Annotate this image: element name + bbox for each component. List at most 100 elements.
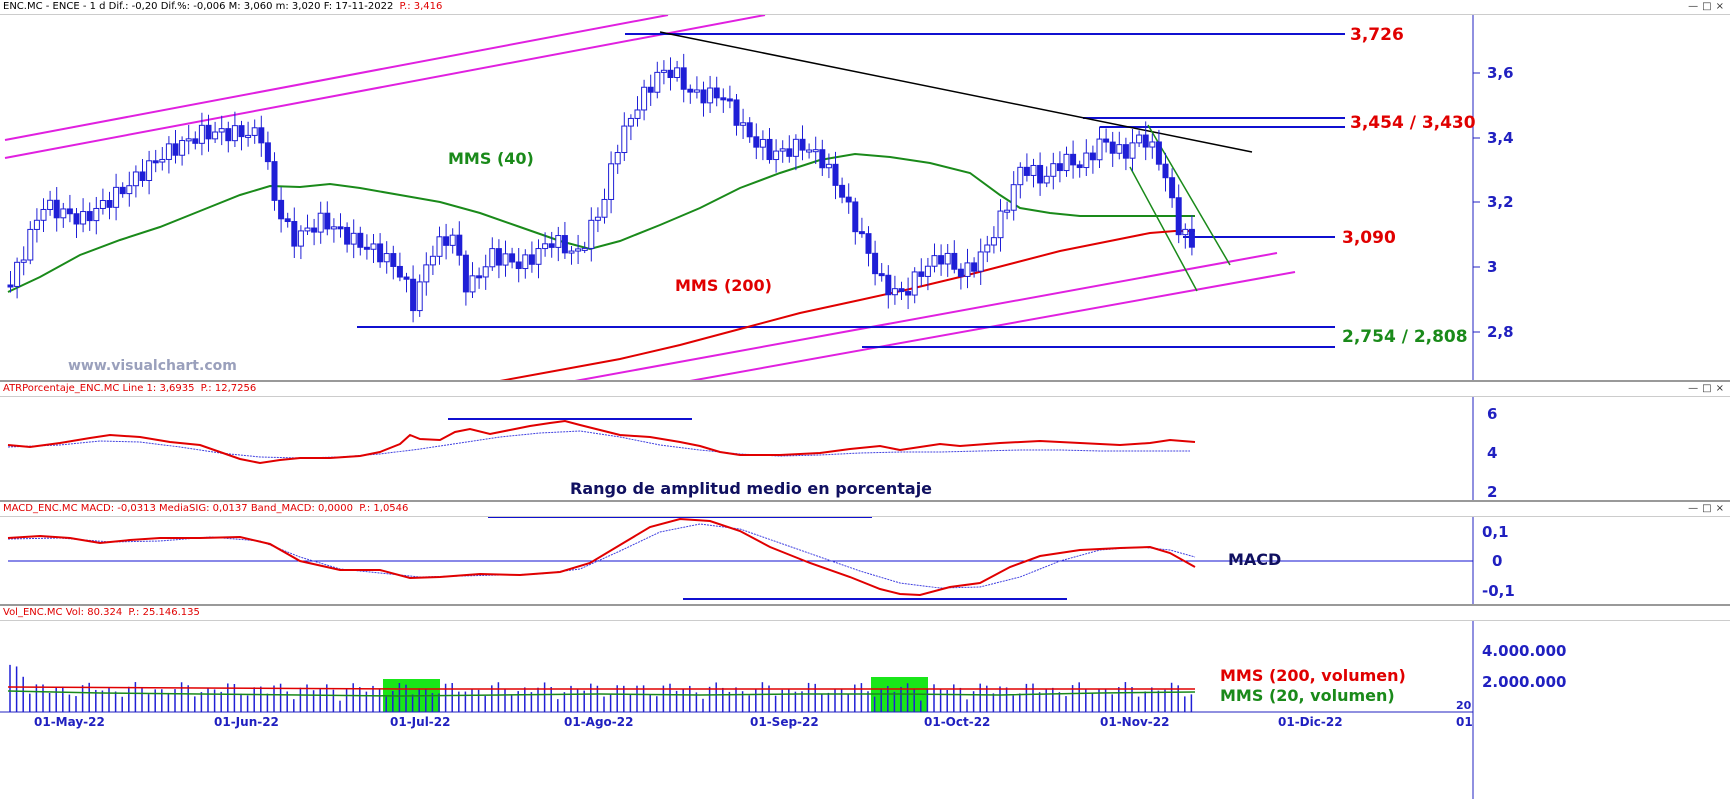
candle-body bbox=[1142, 134, 1149, 148]
candle-body bbox=[377, 243, 384, 263]
label-2754: 2,754 / 2,808 bbox=[1342, 327, 1468, 347]
macd-line bbox=[7, 517, 1196, 597]
x-label-may: 01-May-22 bbox=[34, 715, 105, 729]
price-y-ticks: 3,6 3,4 3,2 3 2,8 bbox=[1487, 64, 1514, 341]
candle-body bbox=[515, 261, 522, 270]
candle-body bbox=[726, 98, 733, 102]
candle-body bbox=[291, 221, 298, 247]
volume-chart[interactable]: 4.000.000 2.000.000 MMS (200, volumen) M… bbox=[0, 621, 1730, 799]
candle-body bbox=[205, 124, 212, 140]
candle-body bbox=[548, 243, 555, 248]
label-3454: 3,454 / 3,430 bbox=[1350, 113, 1476, 133]
candle-body bbox=[80, 211, 87, 225]
restore-icon[interactable]: □ bbox=[1702, 503, 1712, 514]
candle-body bbox=[179, 140, 186, 156]
candle-body bbox=[251, 127, 258, 136]
candle-body bbox=[212, 131, 219, 140]
candle-body bbox=[1089, 152, 1096, 161]
candle-body bbox=[443, 236, 450, 246]
candle-body bbox=[957, 268, 964, 277]
candle-body bbox=[865, 233, 872, 254]
macd-tick-m01: -0,1 bbox=[1482, 582, 1515, 600]
candle-body bbox=[1070, 153, 1077, 166]
price-window-buttons: — □ × bbox=[1686, 0, 1726, 13]
candle-body bbox=[1122, 144, 1129, 159]
candle-body bbox=[337, 226, 344, 230]
price-chart[interactable]: 3,6 3,4 3,2 3 2,8 MMS (40) MMS (200) 3,7… bbox=[0, 15, 1730, 381]
candle-body bbox=[931, 255, 938, 267]
label-3090: 3,090 bbox=[1342, 228, 1396, 248]
candle-body bbox=[720, 97, 727, 101]
candle-body bbox=[522, 254, 529, 270]
candle-body bbox=[634, 109, 641, 119]
price-header-text: ENC.MC - ENCE - 1 d Dif.: -0,20 Dif.%: -… bbox=[3, 1, 394, 12]
candle-body bbox=[390, 253, 397, 267]
candle-body bbox=[1030, 164, 1037, 176]
candle-body bbox=[1023, 166, 1030, 176]
candle-body bbox=[654, 71, 661, 93]
candle-body bbox=[304, 227, 311, 232]
volume-header-text: Vol_ENC.MC Vol: 80.324 bbox=[3, 607, 123, 618]
macd-window-buttons: — □ × bbox=[1686, 502, 1726, 515]
candle-body bbox=[1169, 177, 1176, 199]
candle-body bbox=[905, 291, 912, 296]
minimize-icon[interactable]: — bbox=[1688, 383, 1699, 394]
candle-body bbox=[1083, 152, 1090, 169]
close-icon[interactable]: × bbox=[1715, 1, 1724, 12]
candle-body bbox=[469, 275, 476, 293]
candle-body bbox=[878, 273, 885, 277]
price-header-p: P.: 3,416 bbox=[399, 1, 443, 12]
restore-icon[interactable]: □ bbox=[1702, 1, 1712, 12]
candle-body bbox=[502, 253, 509, 266]
atr-chart[interactable]: 6 4 2 Rango de amplitud medio en porcent… bbox=[0, 397, 1730, 500]
support-resistance-lines bbox=[357, 33, 1345, 348]
candle-body bbox=[872, 252, 879, 275]
minimize-icon[interactable]: — bbox=[1688, 1, 1699, 12]
candle-body bbox=[687, 88, 694, 93]
candle-body bbox=[1136, 134, 1143, 144]
candle-body bbox=[113, 186, 120, 208]
candle-body bbox=[733, 99, 740, 126]
x-label-next: 01 bbox=[1456, 715, 1473, 729]
candle-body bbox=[14, 261, 21, 287]
candle-body bbox=[60, 208, 67, 219]
candle-body bbox=[370, 243, 377, 250]
label-3726: 3,726 bbox=[1350, 25, 1404, 45]
candle-body bbox=[509, 253, 516, 263]
close-icon[interactable]: × bbox=[1715, 383, 1724, 394]
macd-panel: MACD_ENC.MC MACD: -0,0313 MediaSIG: 0,01… bbox=[0, 502, 1730, 604]
candle-body bbox=[647, 86, 654, 93]
candle-body bbox=[449, 234, 456, 246]
candle-body bbox=[766, 138, 773, 161]
candle-body bbox=[238, 125, 245, 138]
volume-panel: Vol_ENC.MC Vol: 80.324 P.: 25.146.135 4.… bbox=[0, 606, 1730, 799]
candle-body bbox=[185, 138, 192, 142]
y-tick-28: 2,8 bbox=[1487, 323, 1514, 341]
candle-body bbox=[1182, 228, 1189, 236]
candle-body bbox=[1129, 142, 1136, 159]
candle-body bbox=[363, 246, 370, 250]
candle-body bbox=[73, 213, 80, 225]
upper-channel bbox=[4, 15, 766, 159]
downtrend-line bbox=[659, 31, 1253, 153]
candle-body bbox=[132, 171, 139, 187]
candle-body bbox=[951, 252, 958, 270]
candle-body bbox=[924, 265, 931, 277]
close-icon[interactable]: × bbox=[1715, 503, 1724, 514]
macd-chart[interactable]: 0,1 0 -0,1 MACD bbox=[0, 517, 1730, 604]
macd-header: MACD_ENC.MC MACD: -0,0313 MediaSIG: 0,01… bbox=[0, 502, 1730, 517]
minimize-icon[interactable]: — bbox=[1688, 503, 1699, 514]
label-mms40: MMS (40) bbox=[448, 149, 534, 168]
candle-body bbox=[357, 232, 364, 248]
candle-body bbox=[152, 160, 159, 164]
candle-body bbox=[845, 196, 852, 203]
candle-body bbox=[1004, 209, 1011, 213]
candle-body bbox=[759, 138, 766, 148]
candle-body bbox=[918, 271, 925, 277]
restore-icon[interactable]: □ bbox=[1702, 383, 1712, 394]
candle-body bbox=[971, 262, 978, 272]
candles-group bbox=[7, 53, 1195, 323]
candle-body bbox=[33, 219, 40, 230]
candle-body bbox=[528, 254, 535, 265]
atr-tick-4: 4 bbox=[1487, 444, 1497, 462]
